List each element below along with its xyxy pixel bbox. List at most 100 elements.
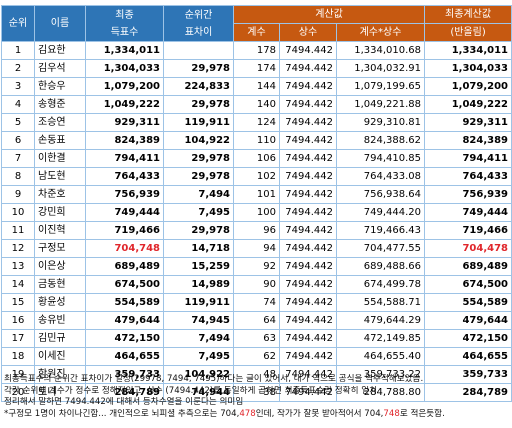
product-cell: 1,304,032.91 [335, 59, 426, 78]
name-cell: 이한결 [34, 149, 86, 168]
final-cell: 1,049,222 [424, 95, 512, 114]
coef-cell: 101 [233, 185, 280, 204]
table-row: 7 이한결 794,411 29,978 106 7494.442 794,410.85 79… [1, 149, 512, 168]
const-cell: 7494.442 [279, 185, 337, 204]
name-cell: 손동표 [34, 131, 86, 150]
rank-cell: 13 [1, 257, 35, 276]
rank-cell: 10 [1, 203, 35, 222]
header-rank: 순위 [1, 5, 35, 42]
rank-cell: 1 [1, 41, 35, 60]
product-cell: 794,410.85 [335, 149, 426, 168]
gap-cell: 7,495 [163, 203, 234, 222]
gap-cell: 15,259 [163, 257, 234, 276]
coef-cell: 94 [233, 239, 280, 258]
final-cell: 824,389 [424, 131, 512, 150]
table-row: 11 이진혁 719,466 29,978 96 7494.442 719,466.43 71… [1, 221, 512, 240]
votes-cell: 479,644 [85, 311, 164, 330]
rank-cell: 11 [1, 221, 35, 240]
final-cell: 794,411 [424, 149, 512, 168]
name-cell: 황윤성 [34, 293, 86, 312]
final-cell: 554,589 [424, 293, 512, 312]
product-cell: 824,388.62 [335, 131, 426, 150]
header-rounded: (반올림) [424, 23, 512, 42]
final-cell: 764,433 [424, 167, 512, 186]
coef-cell: 63 [233, 329, 280, 348]
table-row: 15 황윤성 554,589 119,911 74 7494.442 554,588.71 5… [1, 293, 512, 312]
table-row: 5 조승연 929,311 119,911 124 7494.442 929,310.81 9… [1, 113, 512, 132]
product-cell: 749,444.20 [335, 203, 426, 222]
coef-cell: 62 [233, 347, 280, 366]
votes-cell: 794,411 [85, 149, 164, 168]
votes-cell: 756,939 [85, 185, 164, 204]
final-cell: 472,150 [424, 329, 512, 348]
coef-cell: 90 [233, 275, 280, 294]
table-row: 19 함원진 359,733 104,922 48 7494.442 359,733.22 3… [1, 365, 512, 384]
rank-cell: 17 [1, 329, 35, 348]
table-row: 20 토니 284,789 74,944 38 7494.442 284,788.80 284… [1, 383, 512, 402]
final-cell: 1,079,200 [424, 77, 512, 96]
const-cell: 7494.442 [279, 221, 337, 240]
coef-cell: 38 [233, 383, 280, 402]
name-cell: 금동현 [34, 275, 86, 294]
rank-cell: 4 [1, 95, 35, 114]
header-product: 계수*상수 [335, 23, 426, 42]
coef-cell: 140 [233, 95, 280, 114]
table-row: 18 이세진 464,655 7,495 62 7494.442 464,655.40 464… [1, 347, 512, 366]
product-cell: 756,938.64 [335, 185, 426, 204]
product-cell: 1,049,221.88 [335, 95, 426, 114]
product-cell: 479,644.29 [335, 311, 426, 330]
product-cell: 554,588.71 [335, 293, 426, 312]
final-cell: 749,444 [424, 203, 512, 222]
const-cell: 7494.442 [279, 293, 337, 312]
product-cell: 1,079,199.65 [335, 77, 426, 96]
name-cell: 차준호 [34, 185, 86, 204]
rank-cell: 14 [1, 275, 35, 294]
header-const: 상수 [279, 23, 337, 42]
rank-cell: 12 [1, 239, 35, 258]
table-row: 4 송형준 1,049,222 29,978 140 7494.442 1,049,221.… [1, 95, 512, 114]
header-calc: 계산값 [232, 5, 426, 24]
final-cell: 1,334,011 [424, 41, 512, 60]
final-cell: 719,466 [424, 221, 512, 240]
header-rank-gap-line2: 표차이 [184, 26, 213, 38]
table-row: 6 손동표 824,389 104,922 110 7494.442 824,388.62 8… [1, 131, 512, 150]
gap-cell: 104,922 [163, 131, 234, 150]
product-cell: 284,788.80 [335, 383, 426, 402]
rank-cell: 9 [1, 185, 35, 204]
rank-cell: 3 [1, 77, 35, 96]
final-cell: 464,655 [424, 347, 512, 366]
product-cell: 764,433.08 [335, 167, 426, 186]
header-rank-gap-line1: 순위간 [184, 9, 213, 21]
votes-cell-mismatch: 704,748 [85, 239, 164, 258]
table-row-highlighted: 12 구정모 704,748 14,718 94 7494.442 704,477.55 70… [1, 239, 512, 258]
const-cell: 7494.442 [279, 203, 337, 222]
coef-cell: 100 [233, 203, 280, 222]
coef-cell: 144 [233, 77, 280, 96]
votes-cell: 1,334,011 [85, 41, 164, 60]
votes-cell: 1,304,033 [85, 59, 164, 78]
product-cell: 929,310.81 [335, 113, 426, 132]
name-cell: 이은상 [34, 257, 86, 276]
table-row: 14 금동현 674,500 14,989 90 7494.442 674,499.78 67… [1, 275, 512, 294]
gap-cell: 74,944 [163, 383, 234, 402]
table-row: 17 김민규 472,150 7,494 63 7494.442 472,149.85 472… [1, 329, 512, 348]
gap-cell: 119,911 [163, 293, 234, 312]
gap-cell: 29,978 [163, 221, 234, 240]
final-cell: 479,644 [424, 311, 512, 330]
votes-cell: 1,079,200 [85, 77, 164, 96]
gap-cell: 14,989 [163, 275, 234, 294]
header-final-votes-line2: 득표수 [110, 26, 139, 38]
name-cell: 김우석 [34, 59, 86, 78]
rank-cell: 18 [1, 347, 35, 366]
gap-cell: 224,833 [163, 77, 234, 96]
gap-cell [163, 41, 234, 60]
product-cell: 704,477.55 [335, 239, 426, 258]
gap-cell: 7,495 [163, 347, 234, 366]
gap-cell: 7,494 [163, 329, 234, 348]
name-cell: 구정모 [34, 239, 86, 258]
rank-cell: 2 [1, 59, 35, 78]
note-line-4-c: 인데, 작가가 잘못 받아적어서 704, [255, 408, 384, 419]
final-cell: 284,789 [424, 383, 512, 402]
const-cell: 7494.442 [279, 149, 337, 168]
votes-cell: 749,444 [85, 203, 164, 222]
